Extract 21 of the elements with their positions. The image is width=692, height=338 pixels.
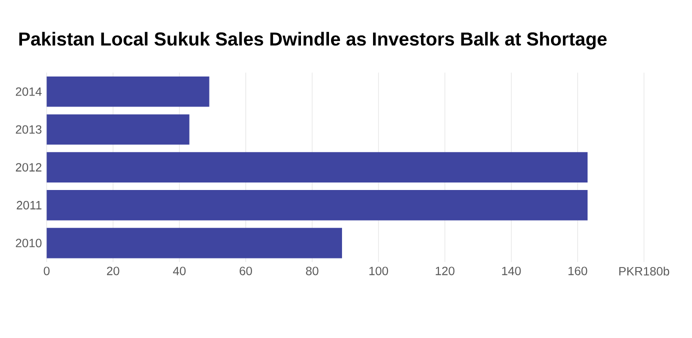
bar [46,190,588,220]
x-tick-label: 0 [44,266,50,276]
x-tick-label: 40 [173,266,186,276]
x-tick-label: 140 [502,266,521,276]
x-tick-label: 120 [436,266,454,276]
x-tick-label: 80 [306,266,318,276]
y-tick-label: 2014 [16,87,42,96]
bar [46,114,190,145]
bar [46,76,210,107]
y-tick-label: 2013 [16,125,42,134]
x-tick-label: 60 [240,266,252,276]
bar [46,152,588,182]
x-tick-label: 20 [106,266,120,276]
chart-title: Pakistan Local Sukuk Sales Dwindle as Investors Balk at Shortage [19,32,607,50]
y-tick-label: 2011 [16,200,42,210]
y-tick-label: 2010 [16,238,42,248]
y-tick-label: 2012 [16,163,42,172]
x-tick-label: 160 [568,266,588,276]
bar [46,228,342,258]
x-tick-label: 100 [369,266,388,276]
x-tick-label: PKR180b [619,266,670,276]
